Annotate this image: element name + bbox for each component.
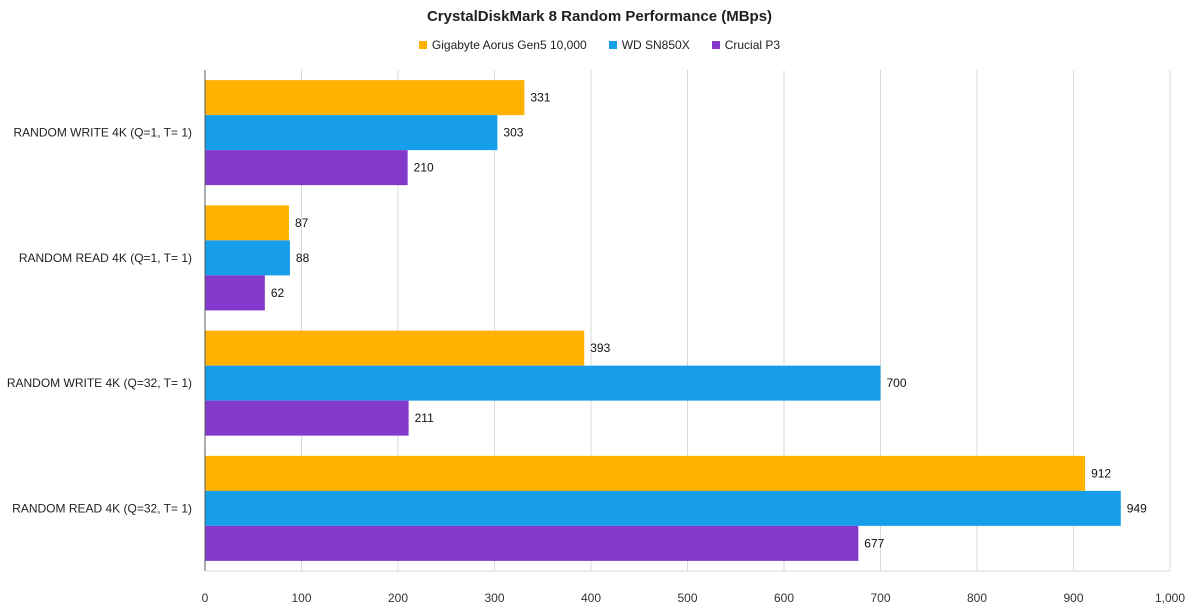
data-label: 912 <box>1091 466 1111 480</box>
bar <box>205 365 881 401</box>
category-label: RANDOM WRITE 4K (Q=32, T= 1) <box>7 376 192 390</box>
category-label: RANDOM READ 4K (Q=32, T= 1) <box>12 501 192 515</box>
data-label: 700 <box>887 376 907 390</box>
x-tick-label: 800 <box>967 591 987 605</box>
data-label: 62 <box>271 286 285 300</box>
data-label: 211 <box>415 411 434 425</box>
legend-swatch <box>711 41 720 49</box>
data-label: 393 <box>590 341 610 355</box>
data-label: 677 <box>864 536 884 550</box>
data-label: 331 <box>530 91 550 105</box>
bar <box>205 525 859 561</box>
data-label: 210 <box>414 161 434 175</box>
x-tick-label: 300 <box>484 591 504 605</box>
category-label: RANDOM READ 4K (Q=1, T= 1) <box>19 251 192 265</box>
data-label: 88 <box>296 251 310 265</box>
legend-item: WD SN850X <box>608 38 690 52</box>
x-tick-label: 900 <box>1063 591 1083 605</box>
x-tick-label: 500 <box>677 591 697 605</box>
bar <box>205 455 1086 491</box>
x-tick-label: 100 <box>291 591 311 605</box>
bar <box>205 205 289 241</box>
legend-item: Gigabyte Aorus Gen5 10,000 <box>418 38 587 52</box>
legend-swatch <box>608 41 617 49</box>
bar <box>205 150 408 186</box>
bar <box>205 115 498 151</box>
x-tick-label: 1,000 <box>1155 591 1185 605</box>
chart-legend: Gigabyte Aorus Gen5 10,000 WD SN850X Cruci… <box>0 38 1199 52</box>
legend-label: Gigabyte Aorus Gen5 10,000 <box>431 38 587 52</box>
x-tick-label: 600 <box>774 591 794 605</box>
bar <box>205 400 409 436</box>
data-label: 87 <box>295 216 309 230</box>
category-label: RANDOM WRITE 4K (Q=1, T= 1) <box>14 126 192 140</box>
legend-swatch <box>418 41 427 49</box>
data-label: 949 <box>1127 501 1147 515</box>
bar <box>205 275 265 311</box>
legend-label: WD SN850X <box>621 38 690 52</box>
x-tick-label: 400 <box>581 591 601 605</box>
data-label: 303 <box>503 126 523 140</box>
legend-label: Crucial P3 <box>724 38 781 52</box>
chart-title: CrystalDiskMark 8 Random Performance (MB… <box>426 8 773 25</box>
bar <box>205 330 585 366</box>
bar <box>205 490 1121 526</box>
legend-item: Crucial P3 <box>711 38 781 52</box>
x-tick-label: 0 <box>202 591 209 605</box>
x-tick-label: 200 <box>388 591 408 605</box>
x-tick-label: 700 <box>870 591 890 605</box>
bar <box>205 240 290 276</box>
bar <box>205 80 525 116</box>
